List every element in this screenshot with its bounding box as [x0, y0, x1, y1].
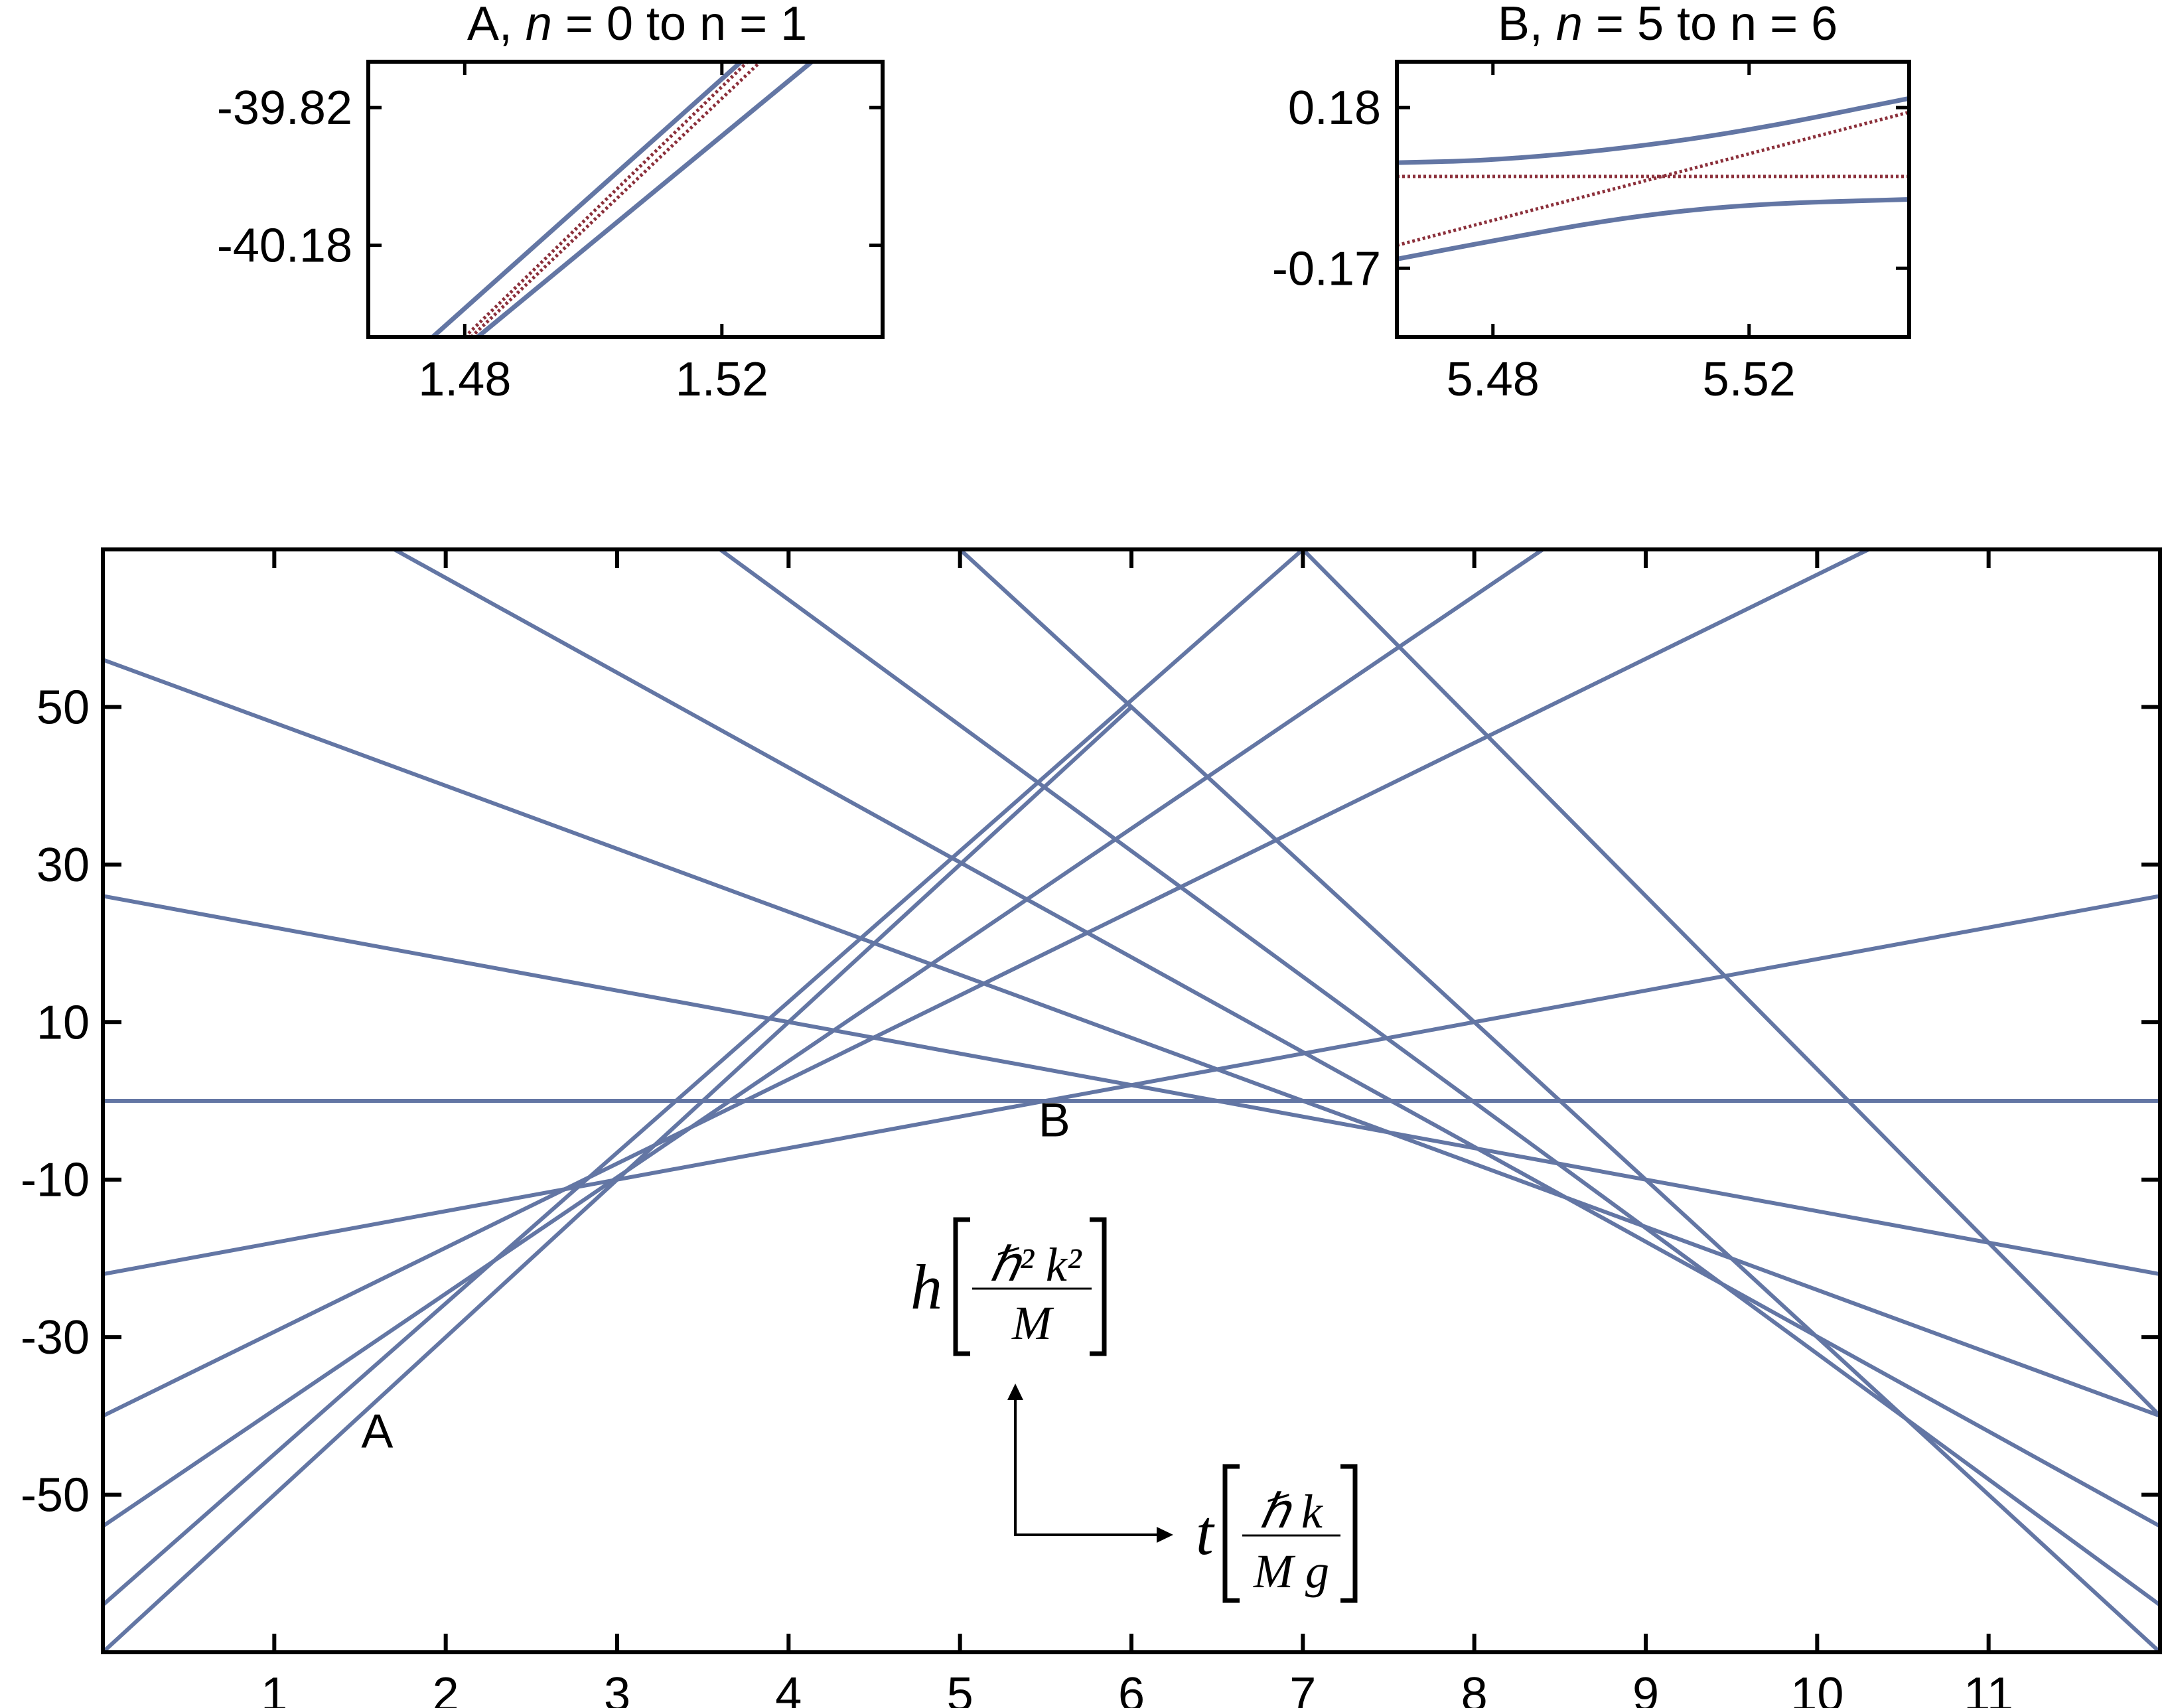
series-line [958, 549, 2160, 1652]
y-tick-label: -39.82 [217, 82, 352, 135]
series-line [103, 549, 1544, 1528]
y-tick-label: -10 [21, 1154, 90, 1207]
series-line [719, 549, 2160, 1607]
series-line [393, 549, 2160, 1528]
y-axis-unit-den: M [1011, 1297, 1054, 1350]
plot-frame [366, 60, 885, 339]
series-line [1397, 197, 1909, 261]
y-tick-label: 10 [36, 996, 90, 1049]
x-axis-unit-den: M g [1253, 1545, 1329, 1598]
y-tick-label: 30 [36, 839, 90, 892]
x-tick-label: 5 [947, 1668, 974, 1708]
inset-a-title: A, n = 0 to n = 1 [467, 0, 807, 50]
x-axis-bracket-left [1222, 1464, 1240, 1603]
x-tick-label: 2 [433, 1668, 459, 1708]
inset-b-chart: B, n = 5 to n = 6 5.48 5.52 0.18 -0.17 [1272, 0, 1911, 406]
series-line [431, 62, 743, 337]
y-axis-var: h [910, 1251, 942, 1322]
y-tick-label: -0.17 [1272, 242, 1381, 295]
series-line [1301, 549, 2160, 1417]
plot-frame [1395, 60, 1911, 339]
x-tick-label: 8 [1461, 1668, 1488, 1708]
annotation-label: B [1039, 1094, 1070, 1147]
series-line [1397, 96, 1909, 165]
main-chart: 1 2 3 4 5 6 7 8 9 10 11 50 30 10 -10 -30 -50 A B [21, 547, 2162, 1708]
x-tick-label: 9 [1632, 1668, 1659, 1708]
y-axis-unit-num: ℏ² k² [989, 1238, 1082, 1291]
annotation-label: A [361, 1405, 393, 1458]
x-tick-label: 1 [261, 1668, 287, 1708]
x-tick-label: 10 [1790, 1668, 1843, 1708]
dotted-series-line [463, 62, 749, 337]
x-axis-unit-num: ℏ k [1259, 1485, 1324, 1538]
y-tick-label: -40.18 [217, 220, 352, 273]
y-tick-label: -30 [21, 1311, 90, 1364]
y-axis-bracket-right [1090, 1217, 1107, 1356]
dotted-series-line [1397, 110, 1909, 248]
x-arrow-head [1157, 1527, 1173, 1543]
series-line [476, 62, 814, 337]
y-tick-label: 50 [36, 681, 90, 734]
x-tick-label: 3 [604, 1668, 630, 1708]
series-line [103, 658, 2160, 1418]
x-tick-label: 4 [775, 1668, 802, 1708]
y-tick-label: 0.18 [1288, 82, 1381, 135]
x-tick-label: 5.48 [1447, 353, 1540, 406]
x-tick-label: 11 [1964, 1668, 2013, 1708]
axis-legend: h ℏ² k² M t ℏ k M g [910, 1217, 1358, 1603]
series-line [103, 894, 2160, 1277]
y-tick-label: -50 [21, 1469, 90, 1522]
x-tick-label: 7 [1289, 1668, 1316, 1708]
inset-b-title: B, n = 5 to n = 6 [1498, 0, 1838, 50]
y-arrow-head [1007, 1384, 1023, 1400]
x-axis-bracket-right [1340, 1464, 1358, 1603]
x-tick-label: 1.48 [418, 353, 511, 406]
x-tick-label: 1.52 [676, 353, 768, 406]
y-axis-bracket-left [953, 1217, 970, 1356]
dotted-series-line [470, 62, 762, 337]
inset-a-chart: A, n = 0 to n = 1 1.48 1.52 -39.82 -40.18 [217, 0, 885, 406]
x-tick-label: 5.52 [1703, 353, 1796, 406]
plot-area [103, 549, 2160, 1652]
plot-area [1397, 96, 1909, 261]
x-tick-label: 6 [1118, 1668, 1145, 1708]
x-axis-var: t [1196, 1497, 1215, 1568]
plot-area [431, 62, 814, 337]
series-line [103, 549, 1305, 1607]
